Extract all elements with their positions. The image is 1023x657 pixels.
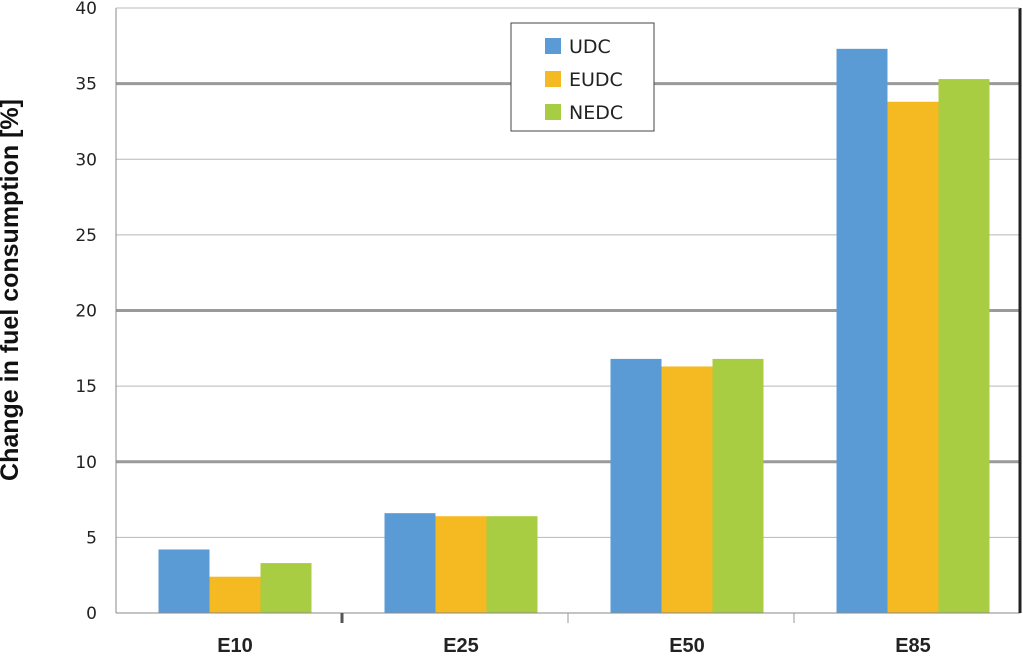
y-tick-label: 25 bbox=[75, 226, 97, 246]
y-tick-label: 0 bbox=[86, 604, 97, 624]
y-tick-label: 15 bbox=[75, 377, 97, 397]
x-category-labels: E10 E25 E50 E85 bbox=[217, 635, 931, 657]
bar-udc-e10 bbox=[158, 549, 210, 613]
bars bbox=[158, 48, 990, 614]
bar-nedc-e10 bbox=[260, 563, 312, 613]
bar-nedc-e25 bbox=[486, 516, 538, 613]
bar-nedc-e85 bbox=[938, 79, 990, 613]
bar-eudc-e10 bbox=[209, 576, 261, 613]
x-category-label: E10 bbox=[217, 635, 253, 657]
x-category-label: E25 bbox=[443, 635, 479, 657]
legend-swatch-udc bbox=[545, 38, 561, 54]
bar-udc-e85 bbox=[836, 48, 888, 613]
y-tick-label: 20 bbox=[75, 302, 97, 322]
y-tick-labels: 0 5 10 15 20 25 30 35 40 bbox=[75, 0, 97, 624]
y-tick-label: 40 bbox=[75, 0, 97, 19]
bar-udc-e25 bbox=[384, 513, 436, 613]
y-tick-label: 35 bbox=[75, 75, 97, 95]
x-category-label: E50 bbox=[669, 635, 705, 657]
legend-label-nedc: NEDC bbox=[569, 102, 623, 124]
y-axis-label: Change in fuel consumption [%] bbox=[0, 99, 24, 481]
legend-swatch-eudc bbox=[545, 71, 561, 87]
y-tick-label: 10 bbox=[75, 453, 97, 473]
x-category-label: E85 bbox=[895, 635, 931, 657]
legend: UDC EUDC NEDC bbox=[510, 22, 655, 132]
legend-swatch-nedc bbox=[545, 104, 561, 120]
bar-eudc-e50 bbox=[661, 366, 713, 613]
legend-box bbox=[510, 22, 655, 132]
legend-label-udc: UDC bbox=[569, 36, 611, 58]
bar-nedc-e50 bbox=[712, 358, 764, 613]
bar-eudc-e25 bbox=[435, 516, 487, 613]
y-tick-label: 30 bbox=[75, 150, 97, 170]
axes bbox=[115, 7, 1022, 623]
legend-label-eudc: EUDC bbox=[569, 69, 623, 91]
y-tick-label: 5 bbox=[86, 528, 97, 548]
bar-udc-e50 bbox=[610, 358, 662, 613]
bar-eudc-e85 bbox=[887, 101, 939, 614]
